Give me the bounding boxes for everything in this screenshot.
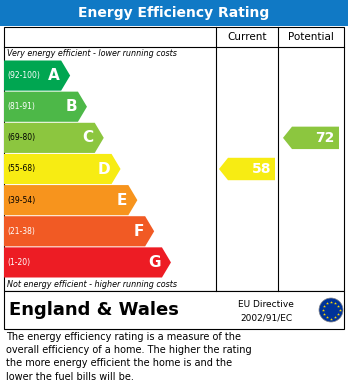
- Text: (69-80): (69-80): [7, 133, 35, 142]
- Text: B: B: [65, 99, 77, 114]
- Polygon shape: [4, 216, 154, 246]
- Text: (1-20): (1-20): [7, 258, 30, 267]
- Text: (81-91): (81-91): [7, 102, 35, 111]
- Text: (39-54): (39-54): [7, 196, 35, 204]
- Bar: [0, 0, 348, 26]
- Text: Very energy efficient - lower running costs: Very energy efficient - lower running co…: [7, 49, 177, 58]
- Text: EU Directive: EU Directive: [238, 300, 294, 309]
- Polygon shape: [4, 248, 171, 278]
- Text: Not energy efficient - higher running costs: Not energy efficient - higher running co…: [7, 280, 177, 289]
- Bar: [4, 291, 344, 329]
- Text: (55-68): (55-68): [7, 165, 35, 174]
- Text: 2002/91/EC: 2002/91/EC: [240, 313, 292, 322]
- Text: Current: Current: [227, 32, 267, 42]
- Text: C: C: [82, 130, 94, 145]
- Text: D: D: [98, 161, 111, 176]
- Text: England & Wales: England & Wales: [9, 301, 179, 319]
- Text: 58: 58: [252, 162, 271, 176]
- Polygon shape: [4, 185, 137, 215]
- Polygon shape: [283, 127, 339, 149]
- Text: A: A: [48, 68, 60, 83]
- Polygon shape: [4, 61, 70, 91]
- Text: F: F: [134, 224, 144, 239]
- Polygon shape: [4, 123, 104, 153]
- Text: (92-100): (92-100): [7, 71, 40, 80]
- Circle shape: [319, 298, 343, 322]
- Text: The energy efficiency rating is a measure of the
overall efficiency of a home. T: The energy efficiency rating is a measur…: [6, 332, 252, 382]
- Polygon shape: [219, 158, 275, 180]
- Text: 72: 72: [316, 131, 335, 145]
- Text: (21-38): (21-38): [7, 227, 35, 236]
- Text: Potential: Potential: [288, 32, 334, 42]
- Text: E: E: [117, 193, 127, 208]
- Polygon shape: [4, 154, 120, 184]
- Polygon shape: [4, 91, 87, 122]
- Bar: [4, 27, 344, 291]
- Text: G: G: [149, 255, 161, 270]
- Text: Energy Efficiency Rating: Energy Efficiency Rating: [78, 6, 270, 20]
